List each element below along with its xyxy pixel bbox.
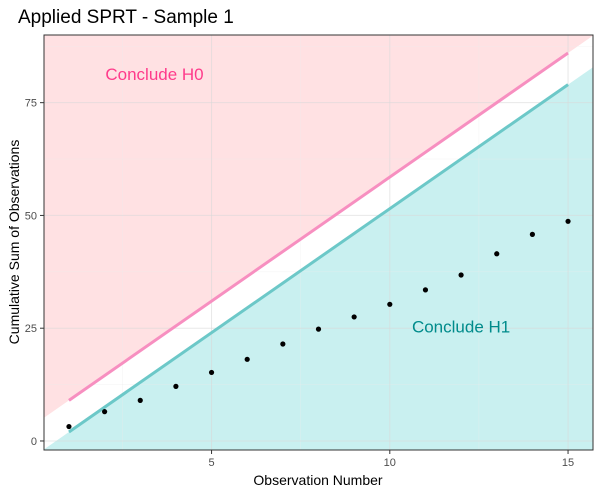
data-point <box>173 383 179 389</box>
y-tick-label: 25 <box>25 323 37 335</box>
data-point <box>565 218 571 224</box>
data-point <box>315 326 322 332</box>
y-axis-ticks: 0 25 50 75 <box>25 98 44 448</box>
data-point <box>102 409 108 415</box>
data-point <box>351 314 357 320</box>
plot-panel: Conclude H0 Conclude H1 <box>43 34 594 451</box>
lower-boundary-line <box>68 83 569 434</box>
data-point <box>208 369 215 376</box>
data-point <box>422 287 429 293</box>
data-point <box>66 423 72 430</box>
data-point <box>529 231 535 237</box>
data-point <box>244 356 250 362</box>
y-tick-label: 50 <box>25 210 37 222</box>
y-tick-label: 75 <box>25 98 37 110</box>
y-tick-label: 0 <box>31 436 37 448</box>
x-tick-label: 15 <box>562 457 574 469</box>
data-point <box>137 397 143 403</box>
conclude-h1-label: Conclude H1 <box>412 318 510 337</box>
chart-title: Applied SPRT - Sample 1 <box>18 7 234 28</box>
conclude-h0-label: Conclude H0 <box>105 65 203 84</box>
data-point <box>458 272 464 278</box>
x-tick-label: 10 <box>384 457 396 469</box>
upper-boundary-line <box>68 51 569 402</box>
data-point <box>494 251 500 257</box>
data-point <box>280 341 286 347</box>
x-tick-label: 5 <box>208 457 214 469</box>
y-axis-title: Cumulative Sum of Observations <box>6 140 22 345</box>
data-point <box>387 301 393 307</box>
data-points <box>66 218 571 430</box>
x-axis-ticks: 5 10 15 <box>208 450 574 469</box>
x-axis-title: Observation Number <box>253 472 383 488</box>
